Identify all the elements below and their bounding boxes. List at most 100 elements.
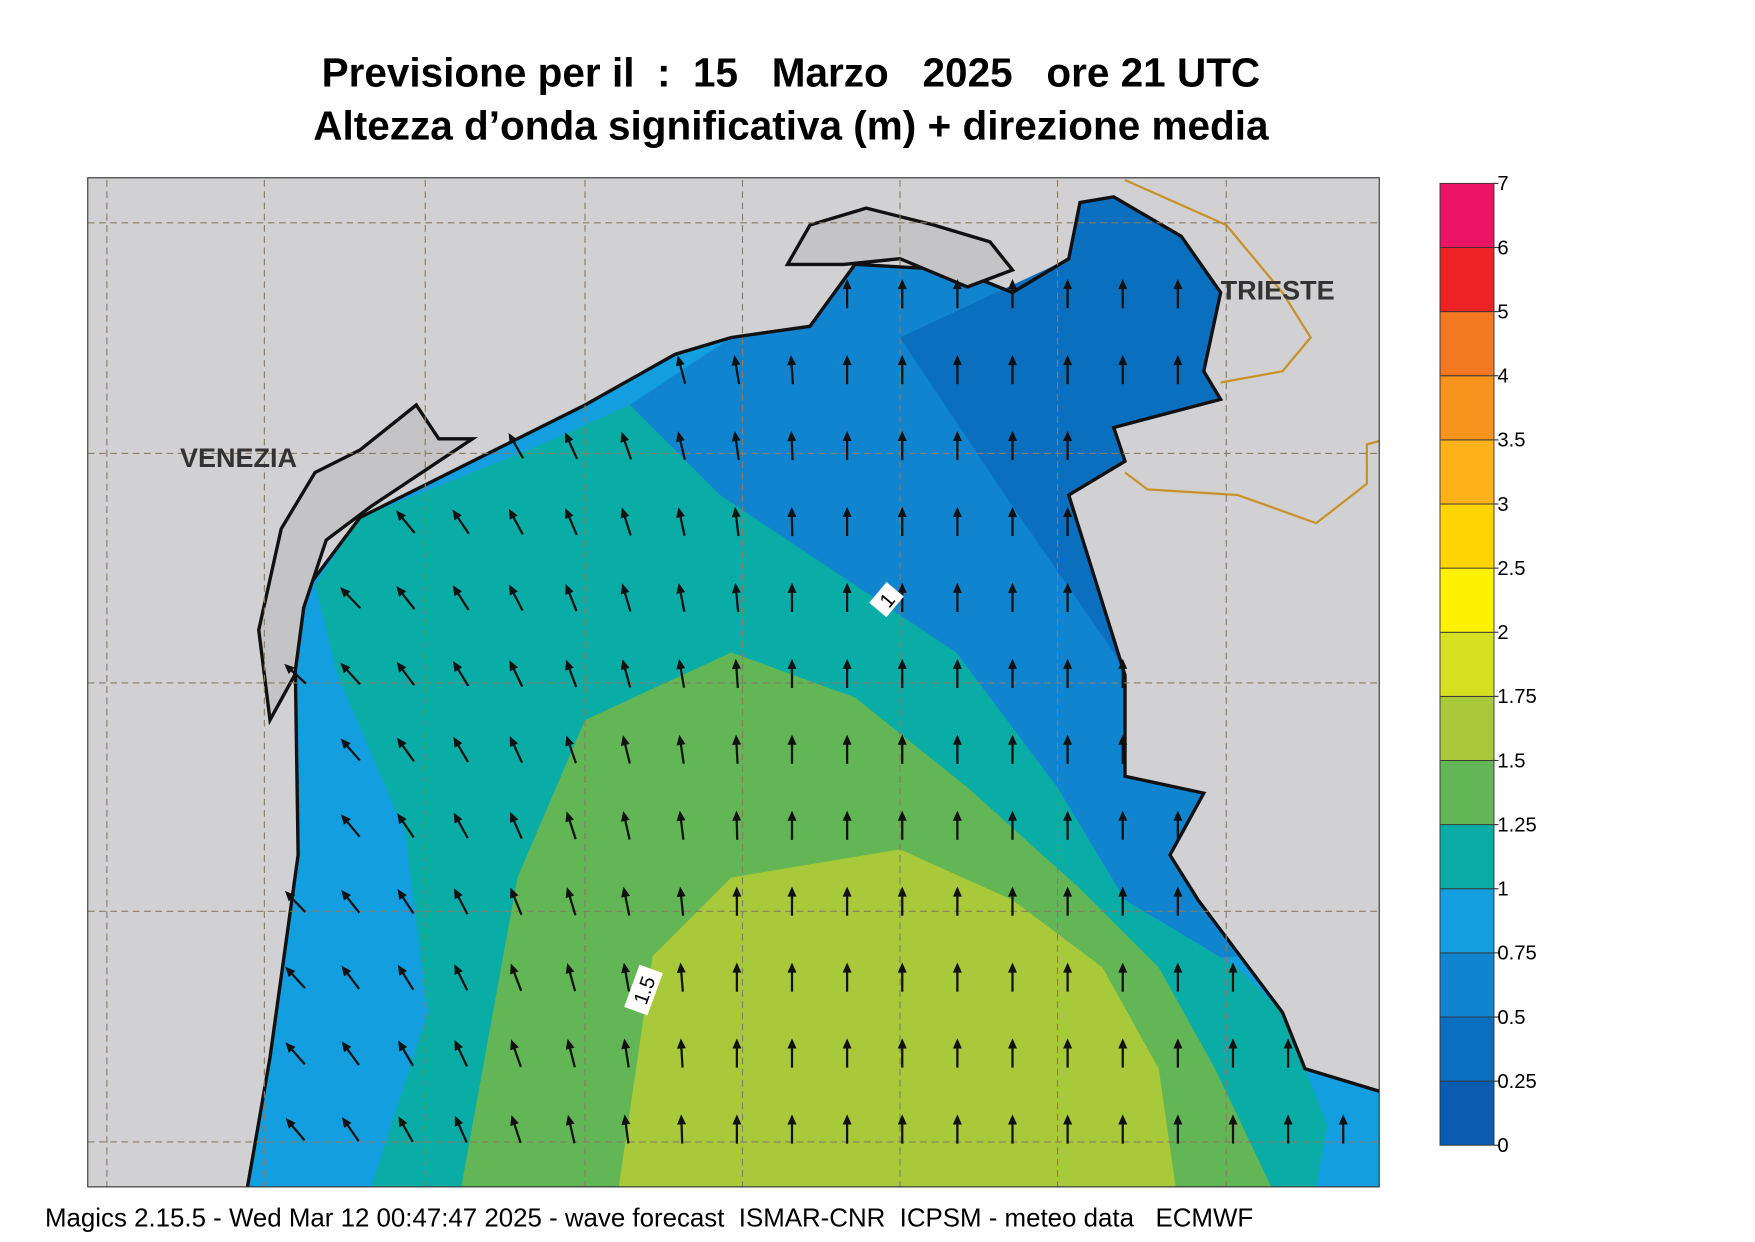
colorbar-band: [1439, 631, 1495, 697]
arrow-head: [1063, 1038, 1073, 1049]
arrow: [565, 735, 578, 764]
arrow-head: [510, 811, 519, 823]
arrow: [1063, 734, 1073, 764]
arrow: [897, 582, 907, 612]
arrow: [952, 810, 962, 840]
arrow: [620, 507, 632, 536]
arrow: [565, 1114, 576, 1144]
arrow-head: [897, 886, 907, 897]
arrow-head: [1063, 810, 1073, 821]
arrow-head: [1063, 279, 1073, 290]
arrow-head: [285, 1042, 296, 1053]
colorbar-tick-label: 2.5: [1497, 558, 1525, 580]
arrow-head: [676, 962, 686, 973]
arrow: [1063, 1114, 1073, 1144]
title: Previsione per il : 15 Marzo 2025 ore 21…: [322, 50, 1261, 96]
arrow-head: [1228, 1114, 1238, 1125]
map-frame: [87, 177, 1380, 1188]
colorbar-tick-label: 0: [1497, 1135, 1508, 1157]
contour-label-box: [624, 964, 663, 1016]
arrow: [1283, 1038, 1293, 1068]
arrow-head: [1063, 506, 1073, 517]
arrow-head: [952, 734, 962, 745]
arrow: [452, 509, 470, 535]
arrow-head: [621, 886, 630, 898]
arrow-head: [731, 431, 741, 442]
arrow-head: [510, 887, 519, 899]
arrow-head: [732, 1038, 742, 1049]
arrow: [396, 510, 416, 534]
arrow-head: [1173, 354, 1183, 366]
arrow-head: [397, 889, 407, 900]
colorbar-tick-label: 3.5: [1497, 430, 1525, 452]
arrow-head: [787, 1114, 797, 1125]
arrow-head: [340, 814, 351, 825]
arrow-head: [1228, 1038, 1238, 1049]
arrow: [952, 734, 962, 764]
arrow: [842, 1114, 852, 1144]
arrow: [676, 658, 686, 688]
arrow: [509, 736, 524, 764]
place-label: TRIESTE: [1221, 275, 1335, 305]
arrow: [454, 1039, 468, 1067]
arrow-head: [509, 584, 518, 596]
arrow-head: [621, 1038, 631, 1050]
arrow: [452, 585, 470, 611]
arrow: [509, 584, 524, 612]
arrow-head: [1063, 354, 1073, 366]
arrow: [1008, 506, 1017, 537]
subtitle: Altezza d’onda significativa (m) + direz…: [313, 103, 1269, 149]
arrow: [1118, 962, 1128, 992]
arrow: [952, 962, 962, 992]
arrow: [620, 735, 631, 764]
arrow-head: [842, 886, 852, 897]
arrow: [565, 659, 578, 688]
arrow: [897, 506, 907, 537]
arrow-head: [731, 658, 741, 670]
arrow: [676, 1038, 686, 1068]
arrow: [510, 811, 523, 840]
arrow-head: [787, 886, 797, 897]
arrow-head: [620, 659, 630, 671]
colorbar-band: [1439, 824, 1495, 890]
arrow: [676, 810, 686, 840]
arrow-head: [510, 1115, 519, 1127]
arrow: [508, 508, 524, 535]
arrow: [1228, 1038, 1238, 1068]
colorbar-tick-label: 5: [1497, 301, 1508, 323]
arrow-head: [952, 658, 962, 669]
arrow: [787, 658, 797, 688]
colorbar: 0 0.25 0.5 0.75 1 1.25 1.5 1.75 2 2.5 3 3.5 4 5 6 7: [1439, 173, 1537, 1157]
arrow-head: [676, 431, 685, 443]
arrow-head: [731, 582, 741, 594]
arrow: [897, 658, 907, 688]
arrow-head: [1063, 658, 1073, 669]
arrow: [621, 886, 631, 916]
colorbar-tick-label: 0.5: [1497, 1007, 1525, 1029]
arrow: [732, 734, 742, 764]
arrow: [396, 661, 416, 686]
arrow-head: [1173, 886, 1183, 897]
arrow: [285, 966, 306, 989]
arrow: [842, 1038, 852, 1068]
arrow: [1008, 1038, 1017, 1068]
arrow: [952, 430, 962, 461]
colorbar-band: [1439, 567, 1495, 633]
arrow-head: [340, 738, 351, 750]
arrow: [621, 810, 631, 840]
arrow-head: [340, 662, 351, 674]
arrow-head: [897, 810, 907, 821]
arrow-head: [952, 582, 962, 593]
arrow-head: [1063, 582, 1073, 593]
arrow: [1173, 1114, 1183, 1144]
arrow: [1173, 962, 1183, 992]
arrow: [897, 354, 907, 385]
arrow-head: [787, 734, 797, 745]
arrow: [510, 1115, 522, 1144]
arrow-head: [732, 734, 742, 745]
arrow: [285, 1118, 306, 1142]
arrow-head: [508, 508, 518, 520]
arrow: [621, 1114, 631, 1144]
arrow: [565, 583, 578, 612]
arrow: [1118, 1038, 1128, 1068]
